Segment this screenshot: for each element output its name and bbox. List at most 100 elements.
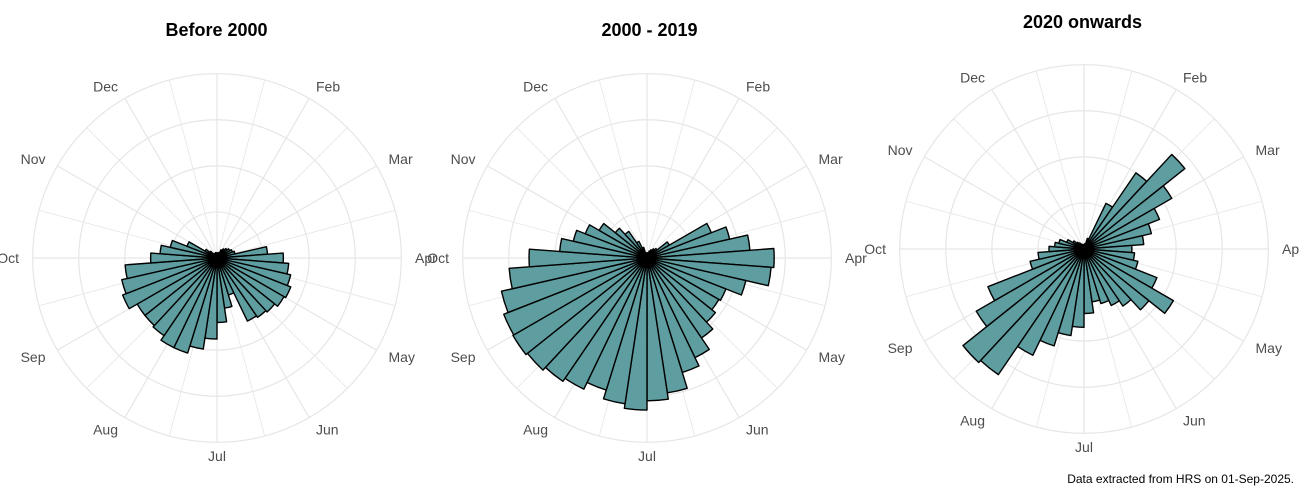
bar xyxy=(512,257,648,356)
bar xyxy=(1083,234,1145,250)
bar xyxy=(1083,248,1120,307)
month-label-may: May xyxy=(819,349,845,365)
bars xyxy=(500,222,775,411)
bar xyxy=(1082,244,1085,250)
grid-spoke xyxy=(1083,70,1133,250)
month-label-dec: Dec xyxy=(960,70,985,86)
month-label-feb: Feb xyxy=(746,79,770,95)
month-label-apr: Apr xyxy=(1282,241,1300,257)
grid-spoke xyxy=(646,127,778,259)
grid-spoke xyxy=(216,165,377,259)
month-label-mar: Mar xyxy=(819,151,843,167)
month-label-sep: Sep xyxy=(888,340,913,356)
month-label-jul: Jul xyxy=(1075,439,1093,455)
bar xyxy=(503,257,648,336)
month-label-sep: Sep xyxy=(451,349,476,365)
bar xyxy=(149,252,218,264)
grid-spoke xyxy=(953,118,1085,250)
grid-spoke xyxy=(924,156,1085,250)
month-label-apr: Apr xyxy=(415,250,437,266)
grid-spoke xyxy=(216,98,310,259)
bar xyxy=(216,257,285,307)
polar-plot: Feb Mar Apr May Jun Jul Aug Sep Oct Nov Dec xyxy=(427,73,867,464)
bar xyxy=(645,253,648,259)
chart-title: 2000 - 2019 xyxy=(601,20,698,40)
month-label-dec: Dec xyxy=(93,79,118,95)
bar xyxy=(1083,248,1110,305)
grid-spoke xyxy=(991,89,1085,250)
bar xyxy=(160,257,218,349)
bar xyxy=(1083,248,1132,307)
polar-chart-2020-onwards: 2020 onwards Feb Mar Apr May Jun Jul Aug Sep Oct… xyxy=(864,0,1300,470)
bar xyxy=(1037,248,1085,260)
grid-spoke xyxy=(598,79,648,259)
bar xyxy=(215,253,218,259)
bar xyxy=(646,247,775,269)
bar xyxy=(121,257,218,295)
month-label-may: May xyxy=(389,349,415,365)
grid-spoke xyxy=(905,200,1085,250)
bar xyxy=(1083,207,1161,250)
month-label-aug: Aug xyxy=(523,422,548,438)
grid-spoke xyxy=(86,127,218,259)
month-label-nov: Nov xyxy=(21,151,46,167)
grid-spoke xyxy=(1035,70,1085,250)
month-label-apr: Apr xyxy=(845,250,867,266)
bar xyxy=(216,257,258,322)
month-label-jul: Jul xyxy=(638,448,656,464)
bar xyxy=(124,257,218,280)
bar xyxy=(216,257,267,319)
chart-title: 2020 onwards xyxy=(1022,12,1143,32)
bar xyxy=(1083,248,1175,315)
month-labels: Feb Mar Apr May Jun Jul Aug Sep Oct Nov Dec xyxy=(427,79,867,465)
month-label-mar: Mar xyxy=(389,151,413,167)
bar xyxy=(1083,185,1173,250)
month-label-oct: Oct xyxy=(0,250,19,266)
bar xyxy=(614,227,648,259)
month-label-jul: Jul xyxy=(208,448,226,464)
month-label-sep: Sep xyxy=(21,349,46,365)
month-label-may: May xyxy=(1256,340,1282,356)
grid-spoke xyxy=(216,79,266,259)
month-label-aug: Aug xyxy=(960,413,985,429)
bar xyxy=(1083,223,1153,250)
bar xyxy=(1083,153,1186,250)
bar xyxy=(121,257,218,310)
month-label-mar: Mar xyxy=(1256,142,1280,158)
bar xyxy=(216,257,276,313)
bar xyxy=(152,257,218,337)
bar xyxy=(624,230,648,259)
polar-chart-before-2000: Before 2000 Feb Mar Apr May Jun Jul Aug Sep Oct N… xyxy=(0,0,437,470)
bars xyxy=(121,239,292,354)
bars xyxy=(962,153,1186,376)
grid-spoke xyxy=(124,98,218,259)
polar-chart-2000-2019: 2000 - 2019 Feb Mar Apr May Jun Jul Aug Sep Oct N… xyxy=(427,0,867,470)
month-label-jun: Jun xyxy=(1183,413,1206,429)
month-label-jun: Jun xyxy=(316,422,339,438)
data-source-caption: Data extracted from HRS on 01-Sep-2025. xyxy=(1067,472,1294,486)
grid-spoke xyxy=(216,127,348,259)
month-labels: Feb Mar Apr May Jun Jul Aug Sep Oct Nov Dec xyxy=(864,70,1300,456)
month-label-jun: Jun xyxy=(746,422,769,438)
month-label-nov: Nov xyxy=(451,151,476,167)
month-label-dec: Dec xyxy=(523,79,548,95)
month-label-feb: Feb xyxy=(1183,70,1207,86)
month-label-oct: Oct xyxy=(427,250,449,266)
month-label-feb: Feb xyxy=(316,79,340,95)
bar xyxy=(1029,248,1085,270)
chart-title: Before 2000 xyxy=(165,20,268,40)
grid-spoke xyxy=(646,79,696,259)
polar-plot: Feb Mar Apr May Jun Jul Aug Sep Oct Nov Dec xyxy=(0,73,437,464)
month-label-oct: Oct xyxy=(864,241,886,257)
month-label-aug: Aug xyxy=(93,422,118,438)
bar xyxy=(1083,248,1150,311)
month-labels: Feb Mar Apr May Jun Jul Aug Sep Oct Nov Dec xyxy=(0,79,437,465)
bar xyxy=(598,222,648,259)
grid-spoke xyxy=(554,98,648,259)
grid-spoke xyxy=(216,209,396,259)
grid-spoke xyxy=(646,98,740,259)
bar xyxy=(508,257,648,290)
bar xyxy=(500,257,648,314)
grid-spoke xyxy=(168,79,218,259)
bar xyxy=(975,248,1085,328)
